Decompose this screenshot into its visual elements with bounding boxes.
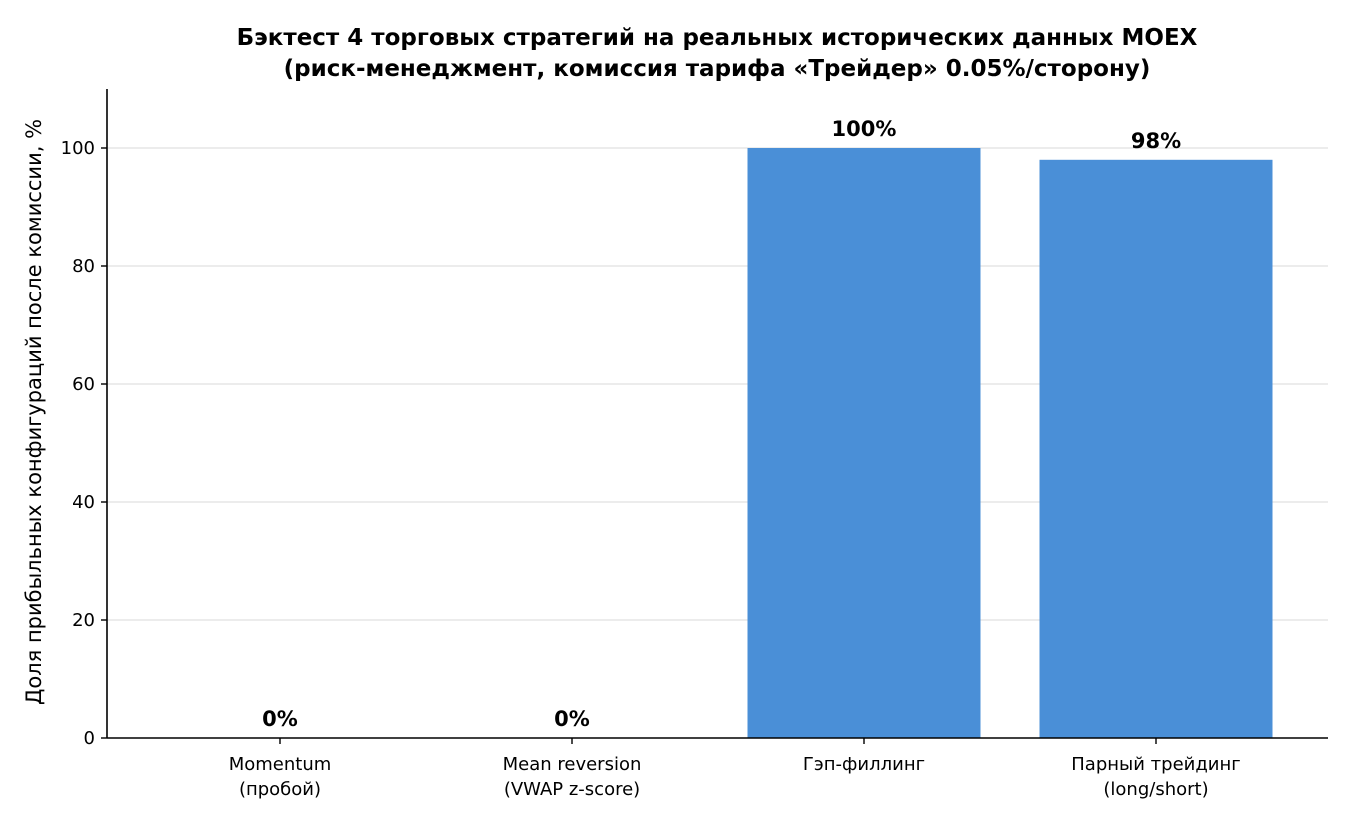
chart-title-line-1: Бэктест 4 торговых стратегий на реальных… <box>237 25 1198 51</box>
x-tick-label: (long/short) <box>1103 779 1208 800</box>
x-tick-label: (VWAP z-score) <box>504 779 640 800</box>
chart-title-line-2: (риск-менеджмент, комиссия тарифа «Трейд… <box>284 56 1151 82</box>
y-tick-label: 80 <box>72 256 95 277</box>
chart-title: Бэктест 4 торговых стратегий на реальных… <box>237 25 1198 82</box>
bar-3 <box>747 148 981 738</box>
y-ticks: 0 20 40 60 80 100 <box>61 138 107 749</box>
x-tick-label: Парный трейдинг <box>1071 754 1240 775</box>
x-ticks: Momentum (пробой) Mean reversion (VWAP z-sc… <box>229 738 1241 800</box>
x-tick-label: Mean reversion <box>503 754 642 775</box>
axes <box>106 89 1328 739</box>
data-label-3: 100% <box>832 117 897 141</box>
x-tick-label: Гэп-филлинг <box>803 754 925 775</box>
data-label-4: 98% <box>1131 129 1181 153</box>
y-tick-label: 60 <box>72 374 95 395</box>
y-axis-label: Доля прибыльных конфигураций после комис… <box>22 119 46 705</box>
y-tick-label: 20 <box>72 610 95 631</box>
x-tick-label: (пробой) <box>239 779 321 800</box>
y-tick-label: 0 <box>84 728 95 749</box>
x-tick-label: Momentum <box>229 754 332 775</box>
y-tick-label: 40 <box>72 492 95 513</box>
bar-4 <box>1039 159 1273 739</box>
data-label-2: 0% <box>554 707 590 731</box>
data-labels: 0% 0% 100% 98% <box>262 117 1181 731</box>
y-tick-label: 100 <box>61 138 95 159</box>
data-label-1: 0% <box>262 707 298 731</box>
bars <box>747 148 1273 739</box>
